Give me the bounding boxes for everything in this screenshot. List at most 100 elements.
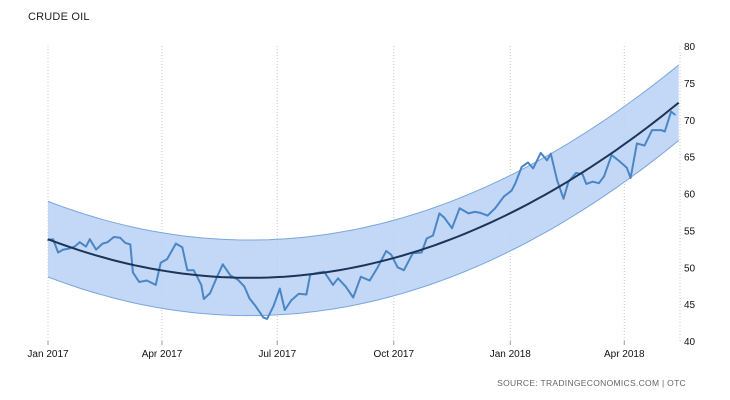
price-point xyxy=(473,211,476,213)
y-tick-label: 45 xyxy=(684,300,696,311)
price-point xyxy=(636,142,638,145)
price-point xyxy=(585,183,588,185)
x-tick-label: Apr 2017 xyxy=(142,349,183,360)
trend-line xyxy=(47,101,680,279)
price-point xyxy=(106,241,109,244)
price-point xyxy=(438,212,441,215)
band-upper-edge xyxy=(47,64,680,241)
price-point xyxy=(192,269,195,272)
price-point xyxy=(651,129,653,132)
price-point xyxy=(575,172,577,174)
price-point xyxy=(332,284,334,286)
price-point xyxy=(95,248,97,251)
price-point xyxy=(129,243,132,246)
price-point xyxy=(57,251,59,254)
price-point xyxy=(425,237,428,240)
x-tick-label: Jan 2017 xyxy=(27,349,69,360)
price-point xyxy=(625,166,628,169)
price-point xyxy=(262,316,265,319)
price-point xyxy=(344,285,347,288)
price-point xyxy=(670,110,672,113)
price-series xyxy=(47,110,676,320)
price-point xyxy=(297,292,300,295)
price-point xyxy=(202,298,205,300)
price-point xyxy=(458,207,461,210)
price-point xyxy=(520,166,523,168)
price-point xyxy=(486,214,489,217)
price-point xyxy=(581,173,584,176)
price-point xyxy=(138,281,141,283)
y-tick-label: 55 xyxy=(684,226,696,237)
price-point xyxy=(643,144,646,147)
price-point xyxy=(290,299,293,302)
price-point xyxy=(119,236,122,239)
price-point xyxy=(618,160,621,162)
price-point xyxy=(181,246,184,249)
price-point xyxy=(451,227,453,230)
y-tick-label: 40 xyxy=(684,337,696,348)
price-point xyxy=(598,182,600,185)
trend-band-area xyxy=(48,64,679,316)
price-point xyxy=(221,263,224,266)
price-point xyxy=(243,285,246,288)
price-point xyxy=(359,275,362,278)
price-point xyxy=(124,242,127,244)
x-tick-label: Jul 2017 xyxy=(258,349,296,360)
price-point xyxy=(52,238,54,241)
price-point xyxy=(266,318,268,320)
price-point xyxy=(132,271,134,274)
price-point xyxy=(368,279,371,282)
y-tick-label: 80 xyxy=(684,42,696,53)
price-point xyxy=(403,269,405,272)
y-tick-label: 50 xyxy=(684,263,696,274)
price-point xyxy=(510,189,513,192)
trend-band xyxy=(47,64,680,317)
price-point xyxy=(591,180,594,183)
price-point xyxy=(390,253,393,256)
price-point xyxy=(175,242,177,245)
price-point xyxy=(376,267,379,269)
price-point xyxy=(385,250,388,252)
price-point xyxy=(67,247,70,250)
price-point xyxy=(272,305,275,308)
price-point xyxy=(305,293,308,296)
price-point xyxy=(629,177,632,179)
x-tick-label: Jan 2018 xyxy=(490,349,532,360)
price-point xyxy=(254,305,257,308)
price-point xyxy=(200,284,203,286)
price-point xyxy=(78,241,81,244)
price-point xyxy=(546,159,548,162)
price-point xyxy=(229,274,232,277)
price-point xyxy=(556,179,558,182)
price-point xyxy=(62,248,65,251)
price-point xyxy=(432,234,434,237)
price-point xyxy=(283,309,286,311)
price-point xyxy=(674,113,676,116)
price-point xyxy=(494,207,496,210)
price-point xyxy=(603,175,605,178)
price-point xyxy=(159,261,162,264)
price-point xyxy=(237,278,239,281)
price-point xyxy=(443,216,446,219)
source-note: SOURCE: TRADINGECONOMICS.COM | OTC xyxy=(497,378,686,388)
chart-title: CRUDE OIL xyxy=(28,11,90,23)
price-point xyxy=(660,129,662,132)
price-point xyxy=(467,212,470,215)
price-point xyxy=(539,152,542,154)
price-point xyxy=(101,242,104,245)
y-tick-label: 60 xyxy=(684,190,696,201)
price-point xyxy=(663,130,666,133)
price-point xyxy=(352,296,355,299)
price-point xyxy=(248,297,251,300)
axis-labels: Jan 2017 Apr 2017 Jul 2017 Oct 2017 Jan 2018… xyxy=(27,42,695,360)
price-point xyxy=(186,269,189,272)
price-point xyxy=(527,161,529,164)
price-point xyxy=(562,197,565,200)
price-point xyxy=(420,251,423,254)
x-tick-label: Oct 2017 xyxy=(373,349,414,360)
price-point xyxy=(85,245,87,248)
price-point xyxy=(396,266,399,269)
price-point xyxy=(145,279,148,282)
x-tick-label: Apr 2018 xyxy=(604,349,645,360)
y-tick-label: 75 xyxy=(684,79,696,90)
